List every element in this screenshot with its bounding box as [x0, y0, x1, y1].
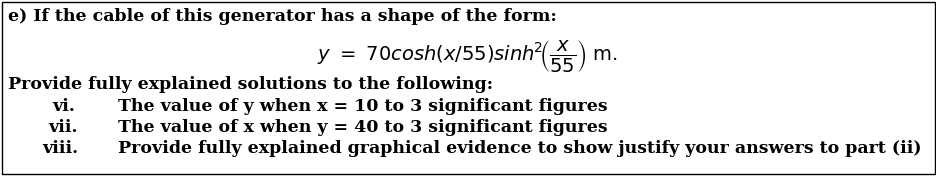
Text: viii.: viii.	[42, 140, 78, 157]
Text: e) If the cable of this generator has a shape of the form:: e) If the cable of this generator has a …	[8, 8, 556, 25]
Text: The value of y when x = 10 to 3 significant figures: The value of y when x = 10 to 3 signific…	[118, 98, 607, 115]
Text: vii.: vii.	[48, 119, 78, 136]
Text: The value of x when y = 40 to 3 significant figures: The value of x when y = 40 to 3 signific…	[118, 119, 607, 136]
Text: Provide fully explained graphical evidence to show justify your answers to part : Provide fully explained graphical eviden…	[118, 140, 920, 157]
Text: Provide fully explained solutions to the following:: Provide fully explained solutions to the…	[8, 76, 492, 93]
Text: vi.: vi.	[51, 98, 75, 115]
Text: $y \ = \ 70\mathit{cosh}(x/55)\mathit{sinh}^{\!2}\!\left(\dfrac{x}{55}\right)\ \: $y \ = \ 70\mathit{cosh}(x/55)\mathit{si…	[317, 38, 618, 74]
